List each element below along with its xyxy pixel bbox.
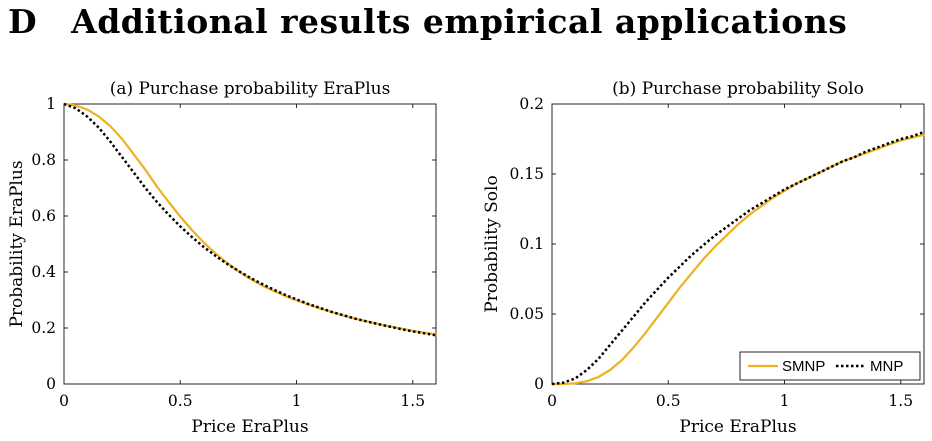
x-tick-label: 0.5 — [168, 392, 193, 410]
y-tick-label: 0.4 — [31, 263, 56, 281]
plot-frame — [551, 103, 925, 385]
x-tick-label: 1.5 — [400, 392, 425, 410]
section-title: Additional results empirical application… — [71, 2, 848, 41]
y-tick-label: 0 — [534, 375, 544, 393]
x-tick-label: 0 — [59, 392, 69, 410]
series-line-smnp — [550, 133, 926, 386]
series-line-mnp — [63, 102, 437, 337]
chart-title: (a) Purchase probability EraPlus — [110, 79, 391, 99]
legend: SMNP MNP — [739, 351, 921, 381]
legend-label-smnp: SMNP — [782, 358, 825, 375]
y-axis-label: Probability EraPlus — [7, 160, 27, 327]
chart-a: 0 0.5 1 1.5 0 0.2 0.4 0.6 0.8 1 (a) Purchase proba… — [7, 79, 438, 437]
series-line-smnp — [62, 102, 438, 336]
x-axis-label: Price EraPlus — [679, 417, 796, 437]
x-tick-label: 1 — [780, 392, 790, 410]
chart-b: 0 0.5 1 1.5 0 0.05 0.1 0.15 0.2 (b) Purchase prob… — [482, 79, 926, 437]
section-heading: D Additional results empirical applicatio… — [8, 2, 847, 41]
y-tick-label: 0.6 — [31, 207, 56, 225]
y-tick-label: 0.8 — [31, 151, 56, 169]
x-tick-label: 0.5 — [656, 392, 681, 410]
x-tick-label: 1.5 — [888, 392, 913, 410]
section-number: D — [8, 2, 38, 41]
y-tick-label: 0.1 — [519, 235, 544, 253]
legend-label-mnp: MNP — [870, 358, 903, 375]
x-tick-label: 1 — [292, 392, 302, 410]
y-tick-label: 0 — [46, 375, 56, 393]
y-axis-label: Probability Solo — [482, 175, 502, 312]
y-tick-label: 0.2 — [519, 95, 544, 113]
y-tick-label: 0.2 — [31, 319, 56, 337]
y-tick-label: 1 — [46, 95, 56, 113]
y-tick-label: 0.15 — [509, 165, 544, 183]
y-tick-label: 0.05 — [509, 305, 544, 323]
series-line-mnp — [551, 130, 925, 386]
x-axis-label: Price EraPlus — [191, 417, 308, 437]
x-tick-label: 0 — [547, 392, 557, 410]
chart-title: (b) Purchase probability Solo — [612, 79, 864, 99]
plot-frame — [63, 103, 437, 385]
